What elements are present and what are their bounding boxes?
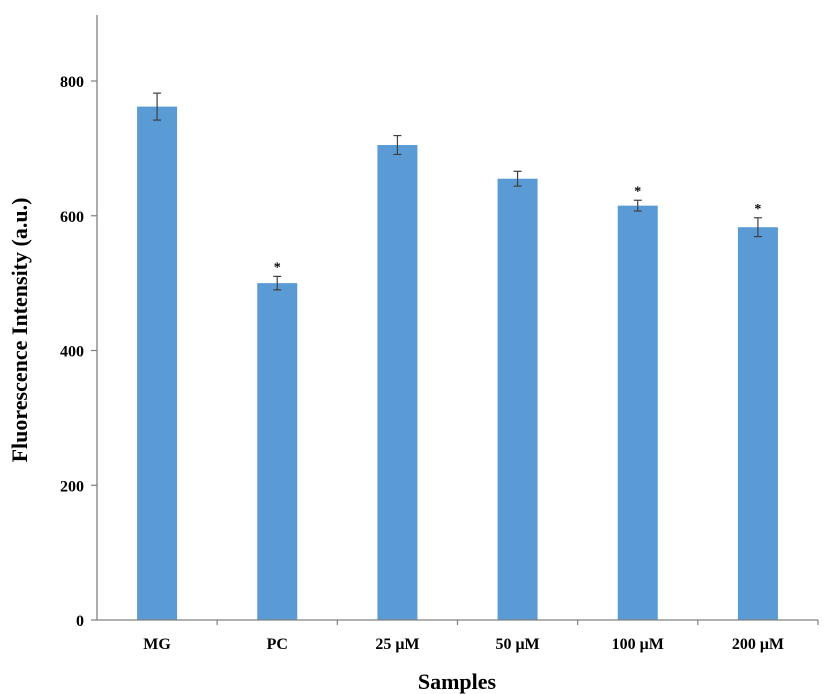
y-tick-label: 200 [60,478,84,495]
plot-area: * * * 0 200 400 600 800 MG PC 25 μM 50 μM 100 μM 20… [60,15,819,653]
y-tick-label: 400 [60,344,84,361]
bar [257,283,298,620]
y-tick-label: 600 [60,209,84,226]
error-bar [273,275,282,291]
y-axis-title: Fluorescence Intensity (a.u.) [7,198,32,463]
x-category-label: 50 μM [495,636,539,653]
significance-asterisk: * [754,202,761,217]
significance-layer: * * * [274,184,762,275]
x-category-label: 200 μM [732,636,784,653]
significance-asterisk: * [634,184,641,199]
bar [737,227,778,621]
x-category-label: PC [267,636,288,653]
x-labels-layer: MG PC 25 μM 50 μM 100 μM 200 μM [143,620,819,653]
x-category-label: 100 μM [612,636,664,653]
y-tick-label: 0 [76,613,84,630]
error-bar [633,199,642,212]
x-axis-title: Samples [418,669,497,694]
bar [377,145,418,620]
bar [497,178,538,620]
error-bar [153,92,162,121]
error-bar [393,134,402,156]
bars-layer [137,106,778,621]
x-category-label: 25 μM [375,636,419,653]
bar [617,205,658,621]
error-bars-layer [153,92,762,291]
significance-asterisk: * [274,260,281,275]
error-bar [513,170,522,187]
y-ticks-layer: 0 200 400 600 800 [60,74,97,630]
y-tick-label: 800 [60,74,84,91]
error-bar [753,217,762,238]
x-category-label: MG [143,636,171,653]
bar [137,106,178,621]
